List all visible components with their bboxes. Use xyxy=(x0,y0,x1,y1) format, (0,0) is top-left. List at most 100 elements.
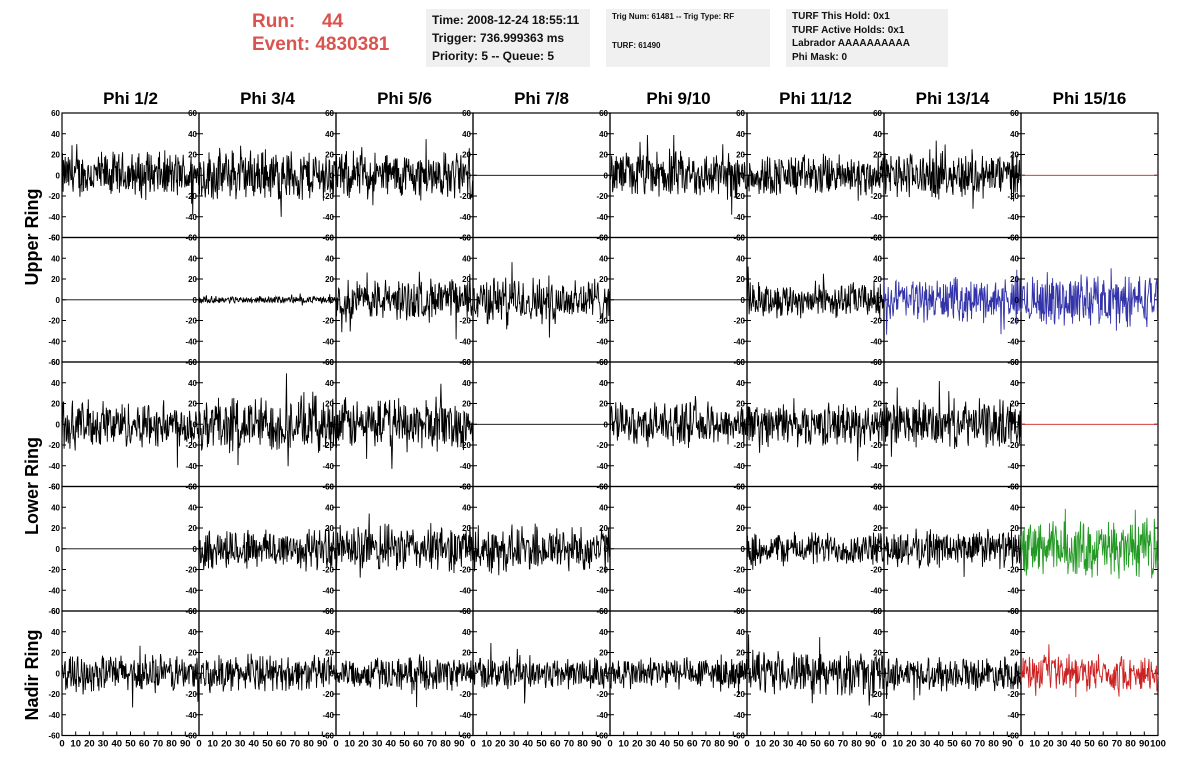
waveform-trace xyxy=(883,140,1022,209)
y-tick-label: 40 xyxy=(188,628,197,637)
y-tick-label: 40 xyxy=(51,503,60,512)
panel-r3-c1: -60 -40 -20 0 20 40 60 xyxy=(48,358,200,492)
column-label-1: Phi 1/2 xyxy=(103,89,158,108)
y-tick-label: 0 xyxy=(467,296,472,305)
y-tick-label: 0 xyxy=(878,171,883,180)
y-tick-label: 20 xyxy=(1010,151,1019,160)
turf-this-hold-text: TURF This Hold: 0x1 xyxy=(792,11,890,22)
trigger-info-box: Trig Num: 61481 -- Trig Type: RF TURF: 6… xyxy=(606,9,770,67)
y-tick-label: 40 xyxy=(462,628,471,637)
waveform-trace xyxy=(198,528,337,572)
y-tick-label: 20 xyxy=(1010,275,1019,284)
y-tick-label: -20 xyxy=(322,566,334,575)
priority-text: Priority: 5 -- Queue: 5 xyxy=(432,49,555,63)
column-label-4: Phi 7/8 xyxy=(514,89,569,108)
y-tick-label: 60 xyxy=(1010,358,1019,367)
y-tick-label: -40 xyxy=(322,337,334,346)
x-tick-label: 90 xyxy=(317,739,328,750)
x-tick-label: 0 xyxy=(1018,739,1023,750)
y-tick-label: 60 xyxy=(51,109,60,118)
y-tick-label: -20 xyxy=(322,317,334,326)
trigger-text: Trigger: 736.999363 ms xyxy=(432,31,565,45)
y-tick-label: 0 xyxy=(193,669,198,678)
y-tick-label: 60 xyxy=(325,607,334,616)
column-label-6: Phi 11/12 xyxy=(779,89,852,108)
panel-r5-c1: -60 -40 -20 0 20 40 60 xyxy=(48,607,200,741)
waveform-trace xyxy=(335,271,474,340)
y-tick-label: -20 xyxy=(870,317,882,326)
y-tick-label: -40 xyxy=(870,462,882,471)
y-tick-label: -20 xyxy=(733,690,745,699)
y-tick-label: -60 xyxy=(48,607,60,616)
nadir-ring-label: Nadir Ring xyxy=(22,629,42,720)
y-tick-label: 0 xyxy=(56,171,61,180)
phi-mask-text: Phi Mask: 0 xyxy=(792,51,848,63)
y-tick-label: 20 xyxy=(736,524,745,533)
y-tick-label: 40 xyxy=(1010,379,1019,388)
y-tick-label: 0 xyxy=(56,545,61,554)
x-tick-label: 70 xyxy=(427,739,438,750)
y-tick-label: -40 xyxy=(596,462,608,471)
y-tick-label: 20 xyxy=(325,275,334,284)
y-tick-label: 20 xyxy=(736,275,745,284)
waveform-trace xyxy=(883,528,1022,577)
turf-info-box: TURF This Hold: 0x1 TURF Active Holds: 0… xyxy=(786,9,948,67)
y-tick-label: 40 xyxy=(51,254,60,263)
waveform-trace xyxy=(609,134,748,215)
y-tick-label: 0 xyxy=(741,296,746,305)
column-label-3: Phi 5/6 xyxy=(377,89,432,108)
x-tick-label: 20 xyxy=(221,739,232,750)
y-tick-label: 20 xyxy=(599,151,608,160)
y-tick-label: 40 xyxy=(736,254,745,263)
y-tick-label: 60 xyxy=(873,234,882,243)
y-tick-label: -40 xyxy=(459,213,471,222)
y-tick-label: 0 xyxy=(56,420,61,429)
waveform-trace xyxy=(198,373,337,467)
y-tick-label: 20 xyxy=(873,151,882,160)
y-tick-label: 40 xyxy=(462,379,471,388)
x-tick-label: 20 xyxy=(632,739,643,750)
y-tick-label: 20 xyxy=(873,400,882,409)
x-tick-label: 10 xyxy=(618,739,629,750)
y-tick-label: 60 xyxy=(188,109,197,118)
y-tick-label: 60 xyxy=(599,607,608,616)
x-tick-label: 90 xyxy=(454,739,465,750)
panel-r5-c5: -60 -40 -20 0 20 40 60 xyxy=(596,607,748,741)
y-tick-label: -40 xyxy=(1007,213,1019,222)
y-tick-label: 0 xyxy=(604,545,609,554)
y-tick-label: 60 xyxy=(736,358,745,367)
y-tick-label: 60 xyxy=(462,483,471,492)
y-tick-label: -20 xyxy=(870,192,882,201)
panel-frame xyxy=(335,112,474,239)
y-tick-label: 40 xyxy=(736,503,745,512)
x-tick-label: 50 xyxy=(399,739,410,750)
y-tick-label: -40 xyxy=(596,337,608,346)
y-tick-label: 0 xyxy=(467,420,472,429)
y-tick-label: -20 xyxy=(733,566,745,575)
waveform-trace xyxy=(335,383,474,469)
waveform-panels: -60-40-200204060-60-40-200204060-60-40-2… xyxy=(48,109,1159,741)
y-tick-label: -40 xyxy=(185,337,197,346)
column-label-7: Phi 13/14 xyxy=(916,89,990,108)
y-tick-label: 40 xyxy=(188,254,197,263)
y-tick-label: 60 xyxy=(188,358,197,367)
y-tick-label: 20 xyxy=(462,524,471,533)
x-tick-label: 80 xyxy=(577,739,588,750)
y-tick-label: 20 xyxy=(1010,524,1019,533)
y-tick-label: -60 xyxy=(48,358,60,367)
y-tick-label: 20 xyxy=(51,151,60,160)
x-tick-label: 60 xyxy=(413,739,424,750)
y-tick-label: 40 xyxy=(599,628,608,637)
y-tick-label: 0 xyxy=(878,669,883,678)
y-tick-label: -60 xyxy=(48,483,60,492)
y-tick-label: 20 xyxy=(51,400,60,409)
x-tick-label: 60 xyxy=(550,739,561,750)
